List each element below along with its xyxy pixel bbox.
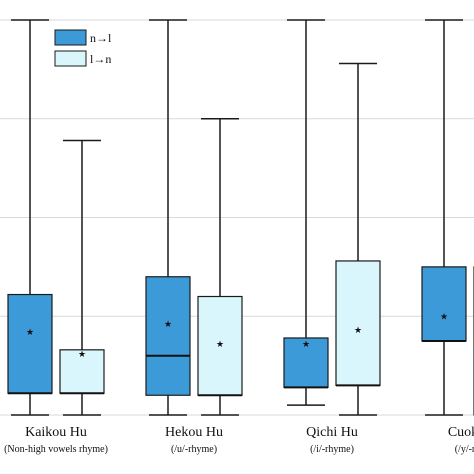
category-labels: Kaikou Hu (Non-high vowels rhyme) Hekou Hu… (4, 425, 474, 455)
box-0-1: ★ (145, 19, 191, 416)
category-sublabel-0: (Non-high vowels rhyme) (4, 444, 108, 455)
box-series: ★★★★★★★★ (7, 19, 474, 416)
box-1-1: ★ (197, 118, 243, 416)
legend-label-l-to-n: l→n (90, 52, 111, 66)
legend-swatch-n-to-l (54, 29, 87, 46)
box-0-2: ★ (283, 19, 329, 406)
category-sublabel-2: (/i/-rhyme) (310, 444, 354, 455)
iqr-box (145, 276, 191, 396)
box-0-3: ★ (421, 19, 467, 416)
category-label-2: Qichi Hu (306, 425, 358, 440)
legend: n→l l→n (54, 29, 112, 67)
box-0-0: ★ (7, 19, 53, 416)
legend-swatch-l-to-n (54, 50, 87, 67)
box-1-2: ★ (335, 62, 381, 416)
mean-marker: ★ (354, 326, 362, 336)
iqr-box (421, 266, 467, 342)
iqr-box (59, 349, 105, 394)
category-label-3: Cuokou (448, 425, 474, 440)
box-1-0: ★ (59, 139, 105, 416)
iqr-box (7, 293, 53, 394)
mean-marker: ★ (440, 312, 448, 322)
iqr-box (283, 337, 329, 388)
mean-marker: ★ (216, 340, 224, 350)
category-label-0: Kaikou Hu (25, 425, 87, 440)
grid-lines (0, 19, 474, 416)
mean-marker: ★ (78, 350, 86, 360)
iqr-box (335, 260, 381, 386)
mean-marker: ★ (302, 340, 310, 350)
category-sublabel-1: (/u/-rhyme) (171, 444, 217, 455)
iqr-box (197, 295, 243, 396)
legend-label-n-to-l: n→l (90, 31, 112, 45)
mean-marker: ★ (164, 320, 172, 330)
mean-marker: ★ (26, 328, 34, 338)
category-label-1: Hekou Hu (165, 425, 223, 440)
category-sublabel-3: (/y/-rhy (455, 444, 474, 455)
